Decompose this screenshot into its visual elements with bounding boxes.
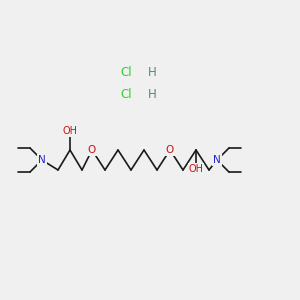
Text: OH: OH xyxy=(62,126,77,136)
Text: OH: OH xyxy=(188,164,203,174)
Text: O: O xyxy=(88,145,96,155)
Text: Cl: Cl xyxy=(120,65,132,79)
Text: Cl: Cl xyxy=(120,88,132,101)
Text: O: O xyxy=(166,145,174,155)
Text: H: H xyxy=(148,88,157,101)
Text: N: N xyxy=(213,155,221,165)
Text: H: H xyxy=(148,65,157,79)
Text: N: N xyxy=(38,155,46,165)
